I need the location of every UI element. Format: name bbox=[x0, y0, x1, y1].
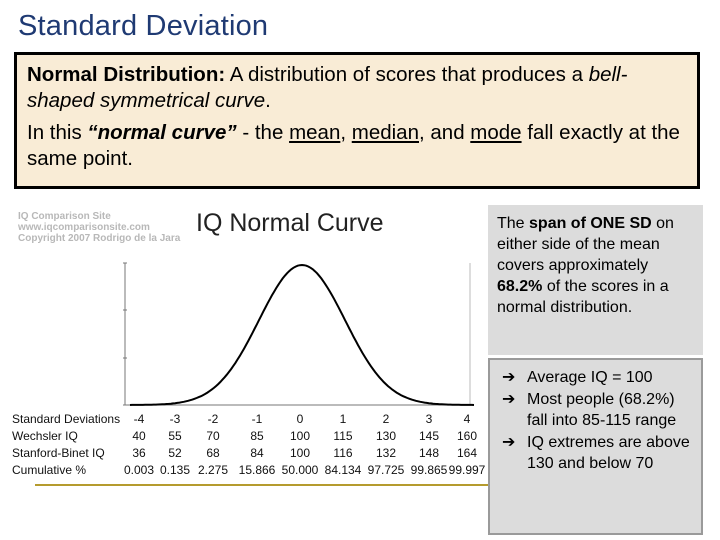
table-row-label: Cumulative % bbox=[12, 463, 86, 477]
table-cell: 2 bbox=[383, 412, 390, 426]
span-text-e: of the scores in a normal distribution. bbox=[497, 278, 669, 316]
table-cell: -4 bbox=[134, 412, 145, 426]
table-cell: 100 bbox=[290, 429, 310, 443]
table-row-label: Wechsler IQ bbox=[12, 429, 78, 443]
table-cell: 84 bbox=[250, 446, 264, 460]
table-cell: 160 bbox=[457, 429, 477, 443]
table-cell: 116 bbox=[333, 446, 352, 460]
definition-paragraph-1: Normal Distribution: A distribution of s… bbox=[27, 62, 687, 114]
table-cell: 130 bbox=[376, 429, 396, 443]
table-cell: 145 bbox=[419, 429, 439, 443]
definition-box: Normal Distribution: A distribution of s… bbox=[14, 52, 700, 189]
table-cell: 70 bbox=[206, 429, 220, 443]
definition-text-a: A distribution of scores that produces a bbox=[225, 63, 589, 86]
mode-term: mode bbox=[470, 121, 522, 144]
p2-d: fall exactly at the same point. bbox=[27, 121, 680, 170]
definition-paragraph-2: In this “normal curve” - the mean, media… bbox=[27, 120, 687, 172]
table-cell: 15.866 bbox=[239, 463, 276, 477]
table-row-label: Stanford-Binet IQ bbox=[12, 446, 105, 460]
table-cell: 148 bbox=[419, 446, 439, 460]
site-line: IQ Comparison Site bbox=[18, 211, 111, 222]
span-one-sd: span of ONE SD bbox=[529, 215, 652, 232]
table-cell: 100 bbox=[290, 446, 310, 460]
table-cell: 99.997 bbox=[449, 463, 486, 477]
table-cell: 68 bbox=[206, 446, 220, 460]
table-cell: 0.003 bbox=[124, 463, 154, 477]
arrow-icon: ➔ bbox=[502, 369, 516, 386]
table-cell: 0.135 bbox=[160, 463, 190, 477]
site-line: Copyright 2007 Rodrigo de la Jara bbox=[18, 233, 181, 244]
curve-title: IQ Normal Curve bbox=[196, 209, 384, 237]
table-cell: 84.134 bbox=[325, 463, 362, 477]
normal-curve-term: “normal curve” bbox=[87, 121, 237, 144]
table-cell: 40 bbox=[132, 429, 146, 443]
table-cell: 4 bbox=[464, 412, 471, 426]
mean-term: mean bbox=[289, 121, 341, 144]
definition-term: Normal Distribution: bbox=[27, 63, 226, 86]
bullet-item: ➔ IQ extremes are above 130 and below 70 bbox=[502, 432, 695, 475]
table-row-label: Standard Deviations bbox=[12, 412, 120, 426]
median-term: median bbox=[351, 121, 419, 144]
table-cell: -2 bbox=[208, 412, 219, 426]
span-text-c: on either side of the mean covers approx… bbox=[497, 215, 674, 274]
table-cell: 0 bbox=[297, 412, 304, 426]
definition-text-c: . bbox=[265, 89, 271, 112]
table-cell: 36 bbox=[132, 446, 146, 460]
table-cell: 99.865 bbox=[411, 463, 448, 477]
p2-a: In this bbox=[27, 121, 88, 144]
bullet-item: ➔ Average IQ = 100 bbox=[502, 367, 695, 389]
table-cell: 1 bbox=[340, 412, 347, 426]
table-cell: 3 bbox=[426, 412, 433, 426]
table-cell: 97.725 bbox=[368, 463, 405, 477]
table-cell: 85 bbox=[250, 429, 264, 443]
table-cell: 52 bbox=[168, 446, 182, 460]
sep-1: , bbox=[340, 121, 352, 144]
p2-c: - the bbox=[236, 121, 290, 144]
bullet-text: Average IQ = 100 bbox=[527, 369, 653, 386]
sd-span-note: The span of ONE SD on either side of the… bbox=[488, 205, 703, 355]
bullet-text: Most people (68.2%) fall into 85-115 ran… bbox=[527, 390, 677, 430]
span-percent: 68.2% bbox=[497, 278, 543, 295]
definition-text-b: bell-shaped symmetrical curve bbox=[27, 63, 628, 112]
slide-title: Standard Deviation bbox=[18, 10, 269, 42]
iq-facts-box: ➔ Average IQ = 100 ➔ Most people (68.2%)… bbox=[488, 358, 703, 535]
span-text-a: The bbox=[497, 215, 530, 232]
table-cell: 50.000 bbox=[282, 463, 319, 477]
table-cell: -3 bbox=[170, 412, 181, 426]
table-cell: -1 bbox=[252, 412, 263, 426]
site-credit: IQ Comparison Site www.iqcomparisonsite.… bbox=[18, 211, 180, 244]
table-cell: 115 bbox=[333, 429, 352, 443]
site-line: www.iqcomparisonsite.com bbox=[18, 222, 150, 233]
bell-curve-line bbox=[129, 263, 475, 406]
table-cell: 132 bbox=[376, 446, 396, 460]
table-cell: 2.275 bbox=[198, 463, 228, 477]
score-table: Standard Deviations -4 -3 -2 -1 0 1 2 3 4 Wechsler… bbox=[12, 412, 486, 477]
arrow-icon: ➔ bbox=[502, 433, 516, 451]
bell-curve-plot: Standard Deviations -4 -3 -2 -1 0 1 2 3 4 Wechsler… bbox=[12, 262, 488, 486]
table-cell: 164 bbox=[457, 446, 477, 460]
iq-normal-curve-figure: IQ Comparison Site www.iqcomparisonsite.… bbox=[10, 205, 490, 487]
arrow-icon: ➔ bbox=[502, 390, 516, 408]
table-cell: 55 bbox=[168, 429, 182, 443]
sep-2: , and bbox=[419, 121, 471, 144]
bullet-item: ➔ Most people (68.2%) fall into 85-115 r… bbox=[502, 389, 695, 432]
bullet-text: IQ extremes are above 130 and below 70 bbox=[527, 433, 690, 473]
